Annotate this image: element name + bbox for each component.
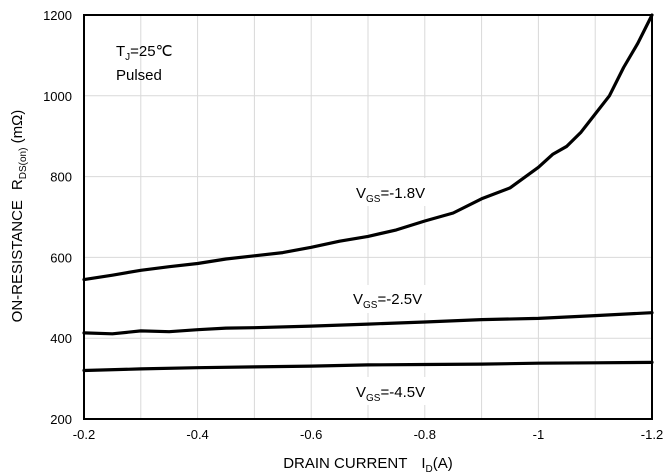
- series-line-vgs-2-5: [82, 311, 654, 336]
- x-tick-label: -0.6: [300, 427, 322, 442]
- series-label-vgs-2-5: VGS=-2.5V: [350, 285, 442, 313]
- series-label-vgs-1-8: VGS=-1.8V: [352, 178, 442, 206]
- plot-frame: [83, 14, 653, 420]
- series-line-vgs-4-5: [82, 360, 654, 373]
- grid-layer: [83, 14, 653, 420]
- y-tick-label: 1200: [43, 8, 72, 23]
- svg-text:VGS=-1.8V: VGS=-1.8V: [356, 185, 425, 205]
- y-tick-label: 800: [50, 170, 72, 185]
- tick-labels: -0.2 -0.4 -0.6 -0.8 -1 -1.2 200 400 600 800 1000 12…: [43, 8, 663, 442]
- x-tick-label: -1.2: [641, 427, 663, 442]
- pulsed-annotation: Pulsed: [116, 67, 162, 84]
- y-axis-title: ON-RESISTANCERDS(on) (mΩ): [9, 110, 29, 323]
- x-tick-label: -0.2: [73, 427, 95, 442]
- series-label-vgs-4-5: VGS=-4.5V: [352, 377, 442, 405]
- y-tick-label: 400: [50, 331, 72, 346]
- series-layer: [82, 13, 654, 373]
- temperature-annotation: TJ=25℃: [116, 43, 172, 63]
- y-tick-label: 1000: [43, 89, 72, 104]
- x-tick-label: -1: [533, 427, 545, 442]
- svg-text:VGS=-4.5V: VGS=-4.5V: [356, 384, 425, 404]
- y-tick-label: 600: [50, 250, 72, 265]
- y-tick-label: 200: [50, 412, 72, 427]
- svg-text:VGS=-2.5V: VGS=-2.5V: [353, 291, 422, 311]
- x-tick-label: -0.8: [414, 427, 436, 442]
- x-tick-label: -0.4: [186, 427, 208, 442]
- x-axis-title: DRAIN CURRENT ID(A): [283, 455, 453, 475]
- series-line-vgs-1-8: [82, 13, 654, 282]
